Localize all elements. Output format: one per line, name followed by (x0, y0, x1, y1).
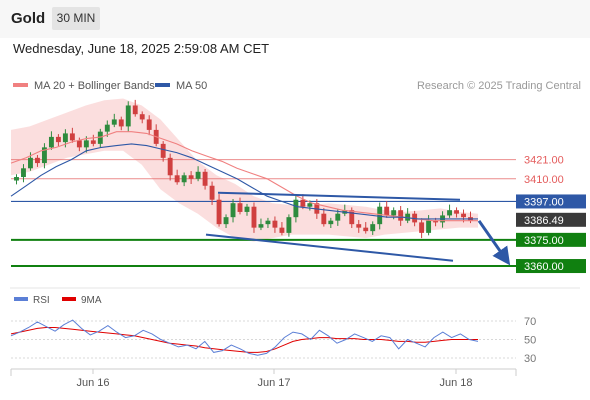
candle (426, 220, 432, 233)
candle (209, 185, 215, 200)
candle (391, 210, 397, 216)
candle (97, 131, 103, 144)
timeframe-button[interactable]: 30 MIN (52, 7, 100, 30)
level-tag-3386.49 (516, 212, 586, 227)
candle (293, 199, 299, 218)
candle (307, 203, 313, 207)
candle (167, 157, 173, 176)
candle (216, 199, 222, 225)
ma50-line (10, 143, 478, 220)
candle (384, 206, 390, 216)
candle (188, 175, 194, 179)
candle (125, 105, 131, 127)
legend-ma20-label: MA 20 + Bollinger Bands (34, 80, 155, 92)
rsi-tick-70: 70 (524, 316, 536, 328)
candle (104, 124, 110, 132)
channel-lower-line (205, 233, 454, 262)
rsi-line (10, 319, 479, 356)
candle (286, 217, 292, 233)
candle (370, 224, 376, 232)
candle (48, 136, 54, 148)
legend-ma20: MA 20 + Bollinger Bands (13, 80, 155, 92)
candle (174, 175, 180, 183)
legend-ma50-swatch (155, 83, 170, 88)
forecast-arrow (477, 219, 511, 266)
legend-ma20-swatch (13, 83, 28, 88)
x-tick-label: Jun 18 (439, 377, 472, 389)
channel-upper-line (217, 191, 461, 201)
candle (265, 220, 271, 225)
candle (132, 105, 138, 115)
candle (139, 114, 145, 120)
candle (461, 213, 466, 218)
timestamp: Wednesday, June 18, 2025 2:59:08 AM CET (13, 41, 270, 56)
ma9-line (10, 327, 478, 353)
candle (55, 136, 61, 143)
candle (160, 143, 166, 158)
x-tick-label: Jun 16 (76, 377, 109, 389)
symbol-title: Gold (11, 10, 46, 27)
rsi-tick-30: 30 (524, 353, 536, 365)
bollinger-band (11, 98, 478, 242)
x-tick-label: Jun 17 (257, 377, 290, 389)
candle (195, 171, 201, 179)
rsi-legend-label: RSI (33, 295, 50, 306)
level-tag-3360.00 (516, 259, 586, 274)
candle (118, 119, 124, 127)
rsi-tick-50: 50 (524, 335, 536, 347)
candle (300, 199, 306, 207)
level-label-3386.49: 3386.49 (524, 215, 564, 227)
level-label-3360.00: 3360.00 (524, 261, 564, 273)
candle (69, 133, 75, 141)
candle (377, 206, 383, 225)
candle (83, 140, 89, 148)
candle (363, 227, 369, 232)
candle (223, 217, 229, 225)
level-label-3421.00: 3421.00 (524, 155, 564, 167)
legend-ma50: MA 50 (155, 80, 207, 92)
level-label-3375.00: 3375.00 (524, 235, 564, 247)
rsi-legend: RSI 9MA (14, 295, 102, 306)
candle (21, 168, 26, 178)
candle (230, 203, 236, 218)
copyright: Research © 2025 Trading Central (416, 80, 581, 92)
candle (349, 210, 355, 225)
candle (335, 213, 341, 221)
ma9-legend-swatch (62, 297, 76, 301)
candle (111, 119, 117, 125)
level-tag-3397.00 (516, 194, 586, 209)
ma9-legend-label: 9MA (81, 295, 102, 306)
candle (272, 220, 278, 228)
candle (433, 220, 439, 223)
candle (146, 119, 152, 130)
candle (62, 133, 68, 143)
candle (41, 147, 47, 164)
level-label-3397.00: 3397.00 (524, 196, 564, 208)
candle (279, 227, 285, 233)
candle (321, 213, 327, 225)
candle (28, 157, 33, 169)
candle (202, 171, 208, 186)
candle (398, 210, 404, 221)
candle (244, 206, 250, 212)
candle (76, 140, 82, 148)
candle (35, 157, 40, 164)
candle (328, 220, 334, 225)
candle (237, 203, 243, 212)
candle (454, 210, 459, 214)
candle (405, 213, 411, 221)
candle (90, 140, 96, 144)
candle (258, 224, 264, 228)
candle (447, 210, 452, 216)
candle (356, 224, 362, 228)
level-tag-3375.00 (516, 232, 586, 247)
rsi-legend-swatch (14, 297, 28, 301)
candle (419, 222, 425, 233)
legend-ma50-label: MA 50 (176, 80, 208, 92)
candle (14, 177, 19, 181)
candle (251, 206, 257, 228)
candle (181, 175, 187, 183)
level-label-3410.00: 3410.00 (524, 174, 564, 186)
